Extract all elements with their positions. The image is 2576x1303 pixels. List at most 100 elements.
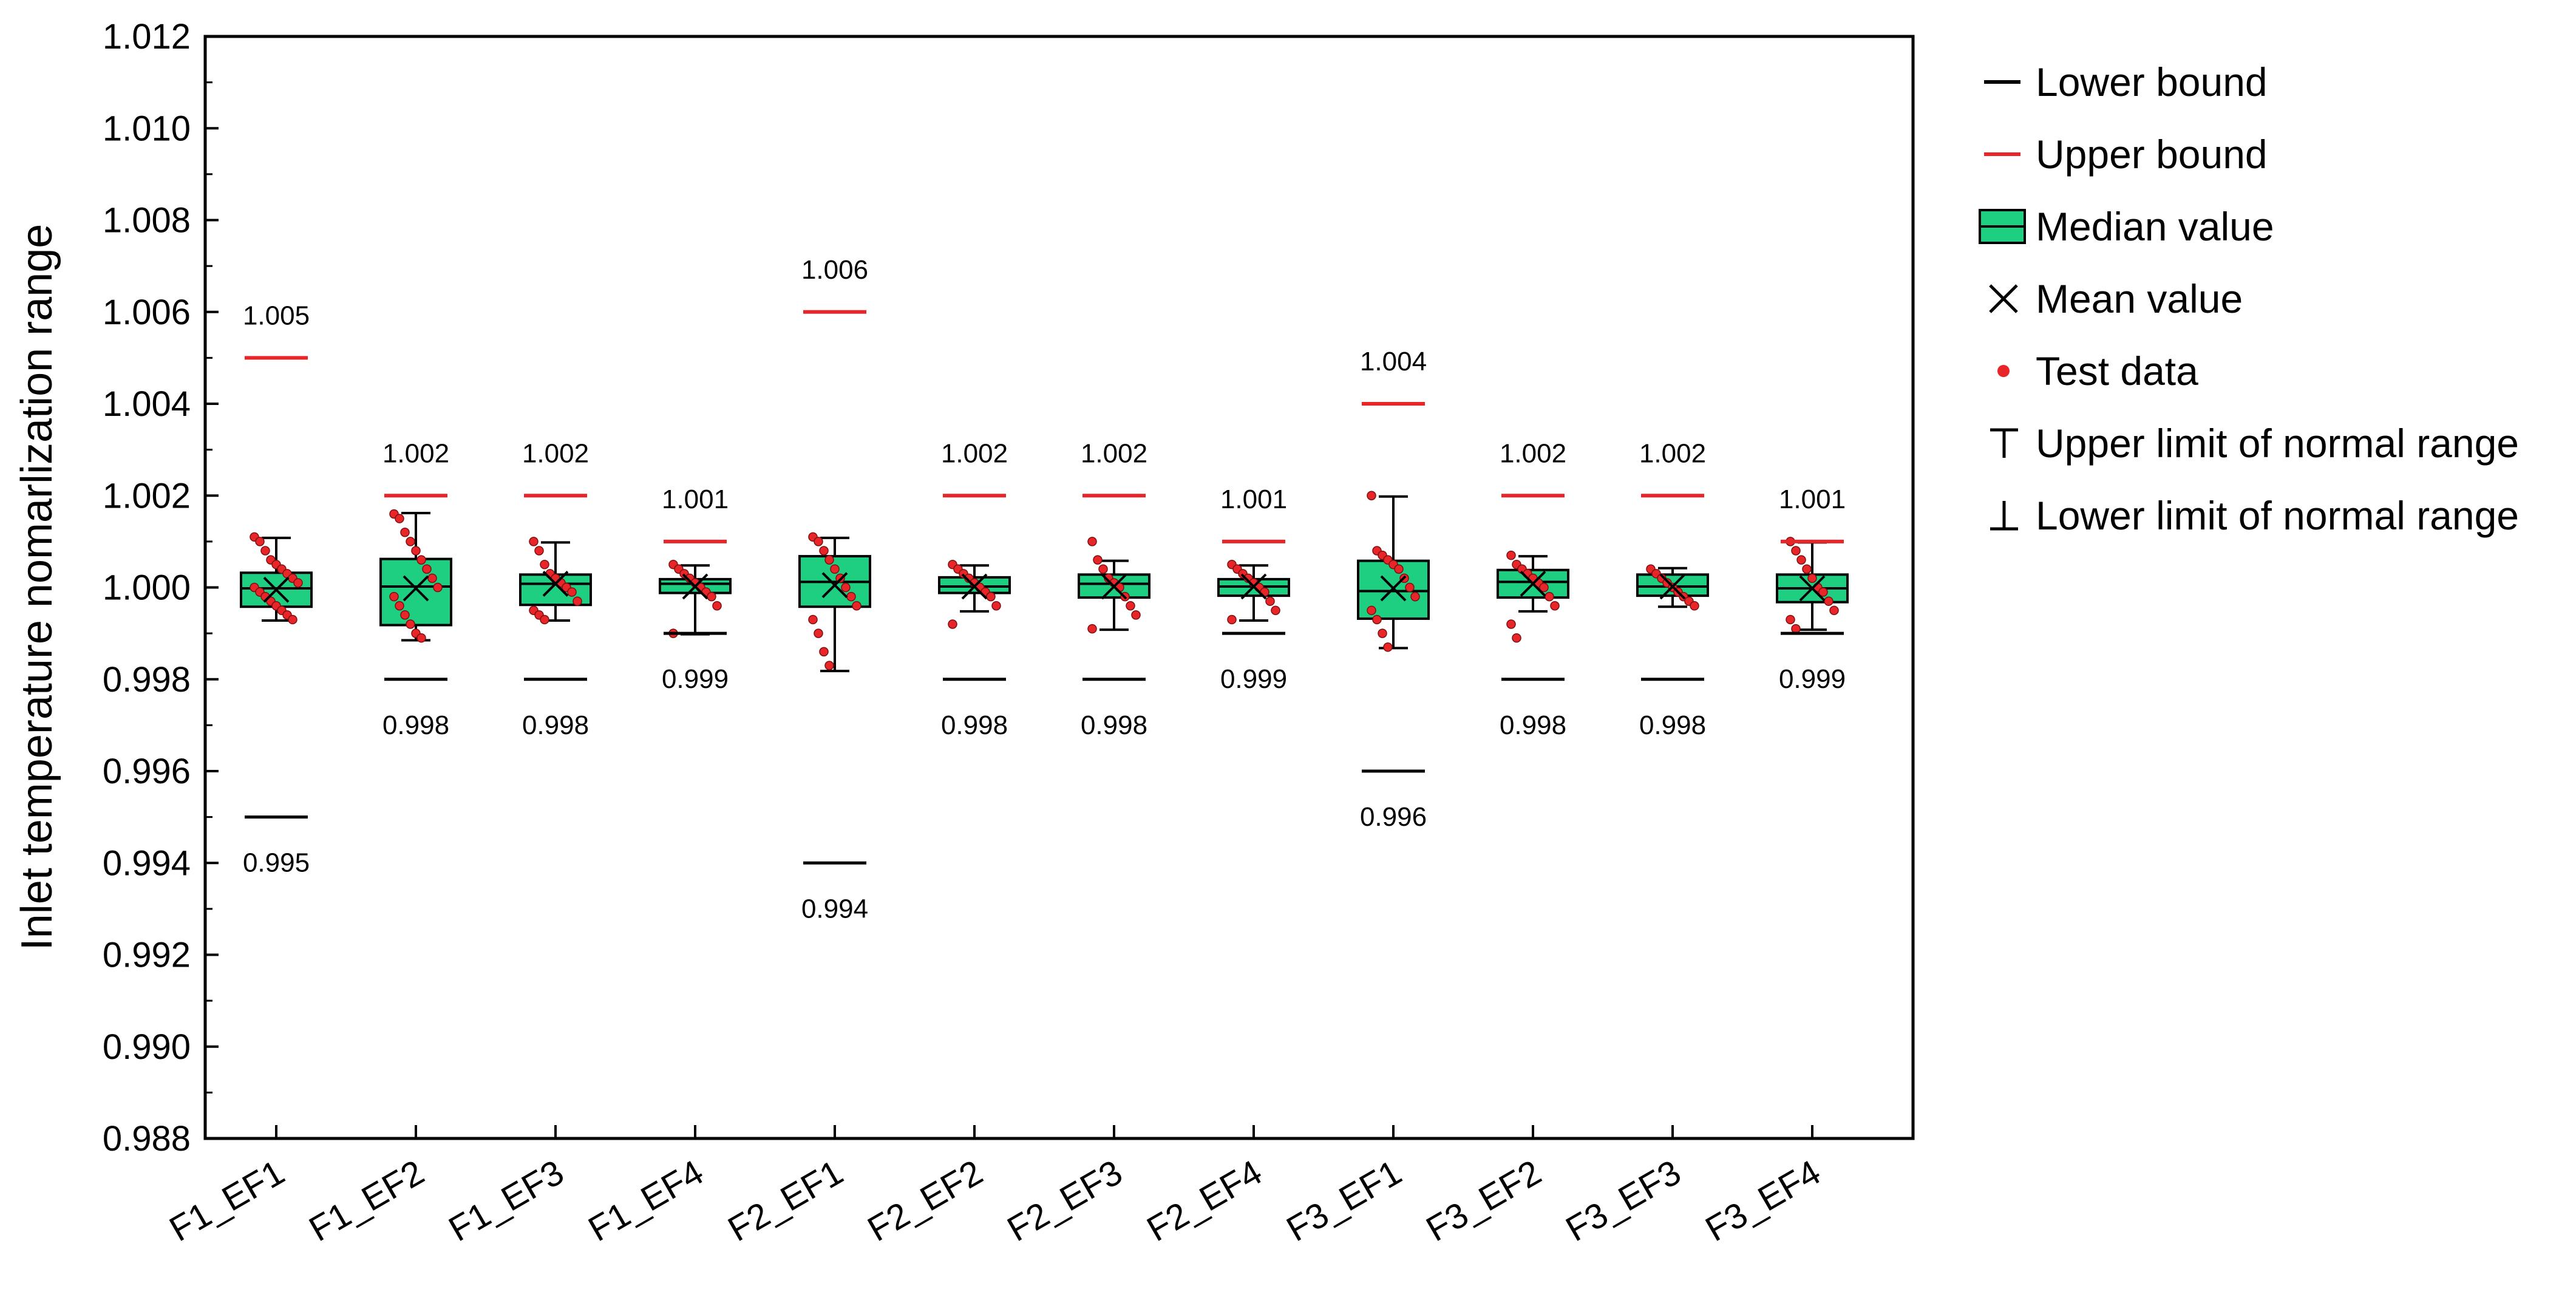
- y-tick-label: 1.002: [103, 476, 191, 515]
- test-data-point: [1690, 601, 1699, 611]
- upper-bound-label: 1.002: [1081, 438, 1147, 468]
- test-data-point: [986, 591, 996, 602]
- mean-marker: [961, 573, 988, 600]
- test-data-point: [1818, 587, 1828, 597]
- upper-bound-label: 1.001: [1220, 485, 1287, 514]
- test-data-point: [1227, 614, 1237, 625]
- y-axis: 0.988 0.990 0.992 0.994 0.996 0.998 1.000 1.002…: [103, 17, 219, 1158]
- x-tick-label: F3_EF4: [1699, 1152, 1827, 1249]
- x-tick-label: F1_EF3: [442, 1152, 570, 1249]
- test-data-point: [395, 601, 404, 611]
- test-data-point: [395, 514, 404, 523]
- test-data-point: [406, 537, 415, 546]
- test-data-point: [260, 546, 270, 556]
- test-data-point: [427, 573, 437, 583]
- legend-item-test-data: Test data: [1997, 349, 2198, 393]
- test-data-point: [819, 647, 829, 657]
- lower-bound-label: 0.999: [1220, 664, 1287, 694]
- box-group-f3-ef3: 1.002 0.998: [1636, 438, 1709, 740]
- legend-label: Lower bound: [2036, 60, 2268, 104]
- box-group-f2-ef1: 1.006 0.994: [798, 255, 871, 924]
- test-data-point: [1372, 614, 1382, 625]
- test-data-point: [534, 546, 544, 556]
- red-dot-icon: [1997, 365, 2010, 377]
- x-tick-label: F2_EF4: [1140, 1152, 1268, 1249]
- upper-bound-label: 1.002: [941, 438, 1008, 468]
- mean-marker: [1380, 575, 1407, 602]
- mean-marker: [403, 575, 429, 602]
- legend-label: Upper limit of normal range: [2036, 421, 2519, 466]
- upper-bound-label: 1.002: [1500, 438, 1566, 468]
- box-group-f3-ef1: 1.004 0.996: [1357, 347, 1430, 832]
- y-tick-label: 1.006: [103, 293, 191, 332]
- lower-bound-label: 0.995: [243, 848, 310, 878]
- y-tick-label: 1.000: [103, 568, 191, 608]
- upper-bound-label: 1.002: [1639, 438, 1706, 468]
- test-data-point: [808, 614, 818, 625]
- test-data-point: [1265, 596, 1275, 606]
- mean-marker: [1659, 573, 1686, 600]
- test-data-point: [433, 582, 443, 593]
- test-data-point: [1394, 564, 1404, 574]
- mean-marker: [682, 573, 709, 600]
- upper-bound-label: 1.005: [243, 301, 310, 330]
- upper-bound-label: 1.004: [1360, 347, 1427, 376]
- legend-label: Lower limit of normal range: [2036, 493, 2519, 538]
- x-tick-label: F3_EF3: [1559, 1152, 1687, 1249]
- test-data-point: [1098, 564, 1108, 574]
- lower-limit-icon: [1990, 501, 2018, 531]
- test-data-point: [255, 537, 265, 546]
- x-tick-label: F3_EF1: [1280, 1152, 1408, 1249]
- test-data-point: [416, 555, 426, 565]
- legend-item-lower-bound: Lower bound: [1984, 60, 2268, 104]
- upper-bound-label: 1.002: [382, 438, 449, 468]
- test-data-point: [1405, 582, 1415, 593]
- y-tick-label: 0.988: [103, 1119, 191, 1158]
- box-group-f2-ef3: 1.002 0.998: [1078, 438, 1150, 740]
- mean-marker: [1799, 575, 1826, 602]
- y-tick-label: 1.012: [103, 17, 191, 56]
- test-data-point: [1545, 591, 1554, 602]
- x-tick-label: F2_EF2: [861, 1152, 989, 1249]
- test-data-point: [406, 619, 415, 629]
- test-data-point: [1786, 614, 1795, 625]
- x-tick-label: F3_EF2: [1419, 1152, 1548, 1249]
- legend-label: Upper bound: [2036, 132, 2268, 177]
- y-tick-label: 1.004: [103, 384, 191, 424]
- test-data-point: [288, 614, 297, 625]
- test-data-point: [1791, 624, 1801, 634]
- lower-bound-label: 0.998: [382, 710, 449, 740]
- box-group-f1-ef1: 1.005 0.995: [240, 301, 313, 878]
- lower-bound-label: 0.996: [1360, 802, 1427, 832]
- test-data-point: [991, 601, 1001, 611]
- test-data-point: [948, 619, 957, 629]
- y-axis-title: Inlet temperature nomarlization range: [13, 224, 61, 951]
- box-group-f1-ef2: 1.002 0.998: [379, 438, 452, 740]
- test-data-point: [422, 564, 432, 574]
- test-data-point: [529, 537, 539, 546]
- test-data-point: [1807, 573, 1817, 583]
- test-data-point: [814, 537, 823, 546]
- test-data-point: [1087, 624, 1097, 634]
- test-data-point: [1126, 601, 1135, 611]
- box-group-f1-ef4: 1.001 0.999: [659, 485, 732, 694]
- box-group-f3-ef2: 1.002 0.998: [1497, 438, 1569, 740]
- upper-bound-label: 1.001: [662, 485, 729, 514]
- test-data-point: [567, 587, 577, 597]
- test-data-point: [1550, 601, 1560, 611]
- legend-item-mean: Mean value: [1989, 276, 2243, 321]
- test-data-point: [540, 614, 549, 625]
- test-data-point: [852, 601, 861, 611]
- lower-bound-label: 0.998: [941, 710, 1008, 740]
- mean-marker: [542, 571, 569, 597]
- lower-bound-label: 0.994: [801, 894, 868, 924]
- legend-label: Test data: [2036, 349, 2198, 393]
- test-data-point: [416, 633, 426, 643]
- mean-marker: [1101, 573, 1127, 600]
- lower-bound-label: 0.998: [1500, 710, 1566, 740]
- legend: Lower bound Upper bound Median value Mean v…: [1979, 60, 2519, 538]
- mean-marker: [1520, 571, 1546, 597]
- test-data-point: [1506, 550, 1516, 560]
- test-data-point: [1824, 596, 1833, 606]
- mean-marker: [821, 572, 848, 599]
